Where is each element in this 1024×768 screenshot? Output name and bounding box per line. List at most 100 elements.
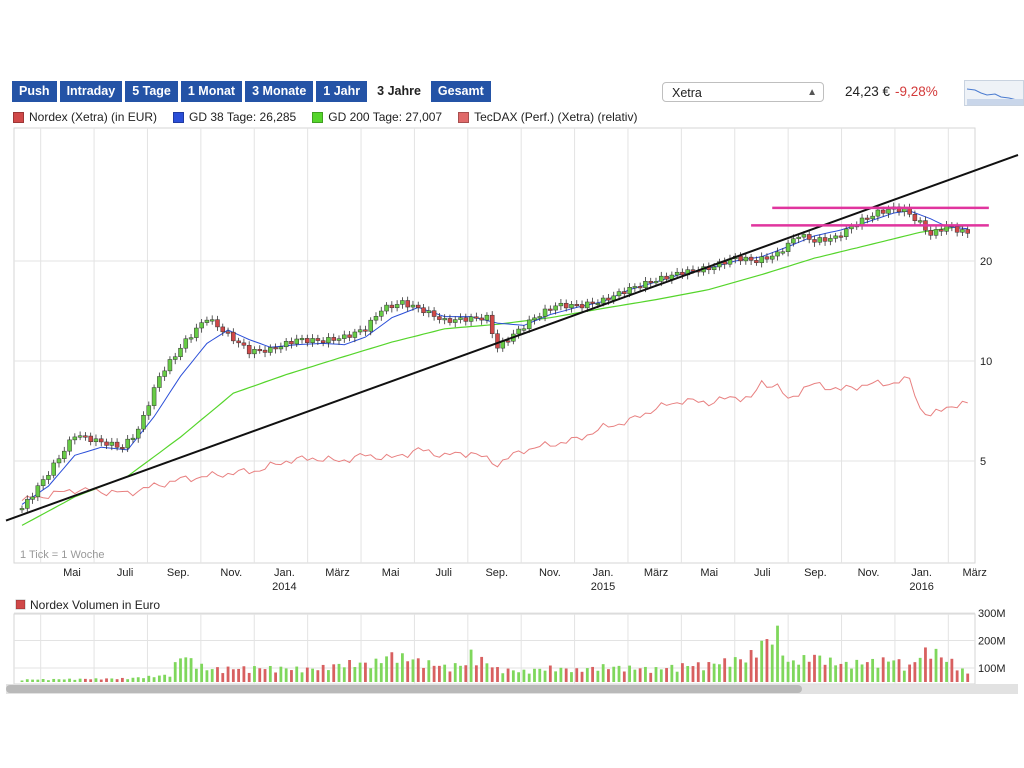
candle-body xyxy=(680,271,685,276)
volume-bar xyxy=(295,666,299,682)
volume-bar xyxy=(564,668,568,682)
chart-scrollbar[interactable] xyxy=(6,684,1018,694)
scrollbar-thumb[interactable] xyxy=(6,685,802,693)
volume-bar xyxy=(226,666,230,682)
candle-body xyxy=(801,234,807,238)
volume-bar xyxy=(554,671,558,682)
candle-body xyxy=(553,305,558,311)
x-tick-label: Juli xyxy=(117,567,134,579)
volume-bar xyxy=(342,667,346,682)
candle-body xyxy=(310,338,315,343)
tab-3-jahre[interactable]: 3 Jahre xyxy=(370,81,428,102)
volume-bar xyxy=(707,662,711,682)
volume-bar xyxy=(274,672,277,682)
tab-gesamt[interactable]: Gesamt xyxy=(430,81,491,102)
tab-5-tage[interactable]: 5 Tage xyxy=(125,81,178,102)
candle-body xyxy=(917,220,923,223)
volume-bar xyxy=(918,657,922,682)
tecdax-line xyxy=(21,376,968,501)
volume-bar xyxy=(675,671,679,682)
legend-item[interactable]: GD 38 Tage: 26,285 xyxy=(173,110,296,124)
candle-body xyxy=(600,297,606,304)
volume-bar xyxy=(453,663,457,682)
candle-body xyxy=(373,316,379,321)
legend-item[interactable]: GD 200 Tage: 27,007 xyxy=(312,110,442,124)
candle-body xyxy=(379,310,384,317)
candle-body xyxy=(77,435,83,438)
candle-body xyxy=(104,441,109,446)
legend-item[interactable]: TecDAX (Perf.) (Xetra) (relativ) xyxy=(458,110,637,124)
volume-bar xyxy=(385,656,388,682)
candle-body xyxy=(484,314,490,321)
candle-body xyxy=(209,319,215,322)
candle-body xyxy=(194,327,199,338)
x-year-label: 2016 xyxy=(909,581,933,593)
candle-body xyxy=(442,318,447,321)
volume-bar xyxy=(321,664,325,682)
candle-body xyxy=(342,334,347,339)
tab-intraday[interactable]: Intraday xyxy=(59,81,123,102)
volume-bar xyxy=(548,665,552,682)
volume-bar xyxy=(791,660,795,682)
volume-bar xyxy=(194,668,198,682)
volume-bar xyxy=(765,639,769,682)
volume-bar xyxy=(718,664,721,682)
volume-bar xyxy=(659,669,663,682)
tab-1-jahr[interactable]: 1 Jahr xyxy=(316,81,368,102)
volume-bar xyxy=(300,672,304,682)
volume-bar xyxy=(163,674,167,682)
volume-bar xyxy=(253,666,256,682)
candle-body xyxy=(120,447,125,450)
tab-push[interactable]: Push xyxy=(12,81,57,102)
volume-bar xyxy=(665,668,668,682)
mini-chart-thumbnail[interactable] xyxy=(964,80,1024,106)
volume-bar xyxy=(200,663,204,682)
candle-body xyxy=(643,280,648,288)
volume-bar xyxy=(94,678,98,682)
x-tick-label: Sep. xyxy=(804,567,827,579)
candle-body xyxy=(843,228,849,237)
candle-body xyxy=(479,317,484,321)
volume-bar xyxy=(184,657,188,682)
x-tick-label: Sep. xyxy=(167,567,190,579)
candle-body xyxy=(262,349,268,353)
volume-bar xyxy=(543,670,547,682)
candle-body xyxy=(711,266,717,271)
volume-bar xyxy=(644,666,647,682)
candle-body xyxy=(458,317,463,320)
volume-bar xyxy=(157,675,161,682)
candle-body xyxy=(489,314,495,334)
volume-bar xyxy=(364,662,367,682)
volume-bar xyxy=(263,669,267,682)
volume-bar xyxy=(760,640,764,682)
candle-body xyxy=(220,326,226,333)
candle-body xyxy=(62,450,67,459)
volume-bar xyxy=(881,657,885,682)
volume-bar xyxy=(47,680,50,682)
candle-body xyxy=(521,328,527,331)
candle-body xyxy=(19,508,25,511)
volume-bar xyxy=(527,673,531,682)
volume-bar xyxy=(379,663,383,682)
x-tick-label: Nov. xyxy=(858,567,880,579)
volume-bar xyxy=(57,679,61,682)
candle-body xyxy=(299,338,305,341)
x-year-label: 2015 xyxy=(591,581,615,593)
volume-bar xyxy=(681,663,684,682)
volume-bar xyxy=(961,668,964,682)
candle-body xyxy=(294,338,299,345)
volume-bar xyxy=(511,670,515,682)
candle-body xyxy=(495,333,500,349)
candle-body xyxy=(627,287,632,294)
legend-item[interactable]: Nordex (Xetra) (in EUR) xyxy=(13,110,157,124)
volume-bar xyxy=(897,659,901,682)
volume-bar xyxy=(612,666,616,682)
tab-1-monat[interactable]: 1 Monat xyxy=(180,81,243,102)
candle-body xyxy=(167,359,173,372)
candle-body xyxy=(30,496,35,500)
exchange-select[interactable]: Xetra ▲ xyxy=(662,82,824,102)
candle-body xyxy=(305,338,310,343)
tab-3-monate[interactable]: 3 Monate xyxy=(245,81,314,102)
candle-body xyxy=(437,316,442,320)
candle-body xyxy=(833,235,838,239)
